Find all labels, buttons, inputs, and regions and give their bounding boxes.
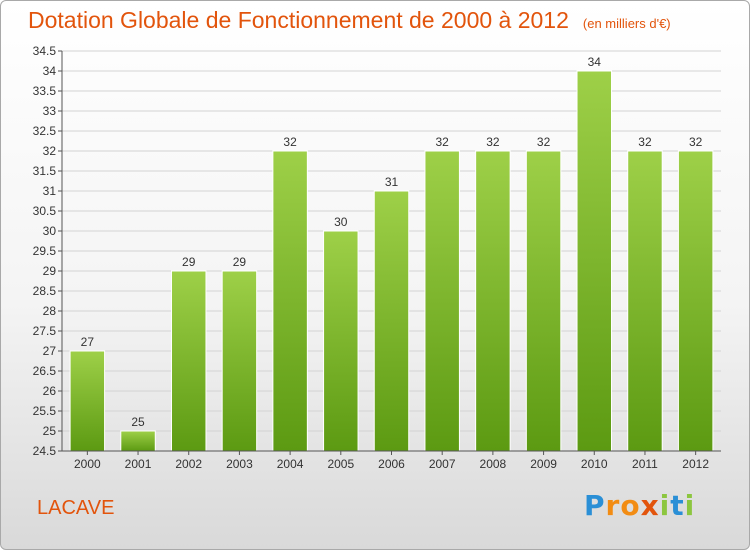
data-label: 30: [334, 215, 348, 229]
bar: [120, 430, 156, 452]
bar: [221, 270, 258, 452]
data-label: 29: [182, 255, 196, 269]
logo-letter: i: [659, 489, 671, 522]
y-tick-label: 32.5: [33, 124, 57, 138]
chart-title-text: Dotation Globale de Fonctionnement de 20…: [28, 7, 569, 33]
y-axis-ticks: 24.5 25 25.5 26 26.5 27 27.5 28 28.5 29 29.5 30 30.5…: [33, 44, 62, 458]
x-tick-label: 2004: [277, 457, 304, 471]
y-tick-label: 31.5: [33, 164, 57, 178]
chart-unit: (en milliers d'€): [582, 16, 671, 31]
bar: [170, 270, 207, 452]
chart-title: Dotation Globale de Fonctionnement de 20…: [28, 7, 671, 34]
y-tick-label: 33.5: [33, 84, 57, 98]
axes: [61, 51, 721, 452]
logo-letter: i: [684, 489, 696, 522]
data-label: 29: [233, 255, 247, 269]
bars: [69, 70, 714, 452]
y-tick-label: 26.5: [33, 364, 57, 378]
x-tick-label: 2005: [327, 457, 354, 471]
data-label: 34: [588, 55, 602, 69]
y-tick-label: 29.5: [33, 244, 57, 258]
y-tick-label: 25: [43, 424, 57, 438]
bar: [69, 350, 106, 452]
y-tick-label: 32: [43, 144, 57, 158]
x-tick-label: 2009: [530, 457, 557, 471]
bar: [475, 150, 511, 452]
y-tick-label: 33: [43, 104, 57, 118]
x-tick-label: 2012: [682, 457, 709, 471]
y-tick-label: 34.5: [33, 44, 57, 58]
logo-letter: t: [670, 489, 685, 522]
x-tick-label: 2008: [480, 457, 507, 471]
x-tick-label: 2000: [74, 457, 101, 471]
data-label: 31: [385, 175, 399, 189]
bar: [525, 150, 562, 452]
commune-name: LACAVE: [37, 497, 115, 519]
x-tick-label: 2007: [429, 457, 456, 471]
y-tick-label: 30: [43, 224, 57, 238]
y-tick-label: 34: [43, 64, 57, 78]
logo-letter: x: [640, 489, 660, 522]
data-label: 32: [638, 135, 652, 149]
y-tick-label: 31: [43, 184, 57, 198]
bar: [323, 230, 359, 452]
bar: [424, 150, 460, 452]
data-label: 32: [537, 135, 551, 149]
bar: [576, 70, 613, 452]
x-axis-ticks: 2000 2001 2002 2003 2004 2005 2006 2007 2008 2009…: [74, 451, 709, 471]
y-tick-label: 25.5: [33, 404, 57, 418]
x-tick-label: 2002: [175, 457, 202, 471]
y-tick-label: 30.5: [33, 204, 57, 218]
y-tick-label: 27.5: [33, 324, 57, 338]
x-tick-label: 2006: [378, 457, 405, 471]
x-tick-label: 2003: [226, 457, 253, 471]
data-label: 32: [283, 135, 297, 149]
y-tick-label: 24.5: [33, 444, 57, 458]
y-tick-label: 29: [43, 264, 57, 278]
data-labels: 27 25 29 29 32 30 31 32 32 32 34 32 32: [81, 55, 703, 429]
logo-letter: o: [620, 489, 641, 522]
y-tick-label: 26: [43, 384, 57, 398]
data-label: 32: [436, 135, 450, 149]
data-label: 25: [131, 415, 145, 429]
bar: [677, 150, 714, 452]
x-tick-label: 2010: [581, 457, 608, 471]
data-label: 32: [486, 135, 500, 149]
bar: [373, 190, 410, 452]
logo-letter: r: [605, 489, 621, 522]
logo-letter: P: [584, 489, 606, 522]
bar: [627, 150, 663, 452]
x-tick-label: 2001: [125, 457, 152, 471]
proxiti-logo[interactable]: Proxiti: [584, 489, 695, 522]
y-tick-label: 28: [43, 304, 57, 318]
y-tick-label: 27: [43, 344, 57, 358]
y-tick-label: 28.5: [33, 284, 57, 298]
data-label: 32: [689, 135, 703, 149]
x-tick-label: 2011: [632, 457, 658, 471]
data-label: 27: [81, 335, 95, 349]
bar: [272, 150, 308, 452]
